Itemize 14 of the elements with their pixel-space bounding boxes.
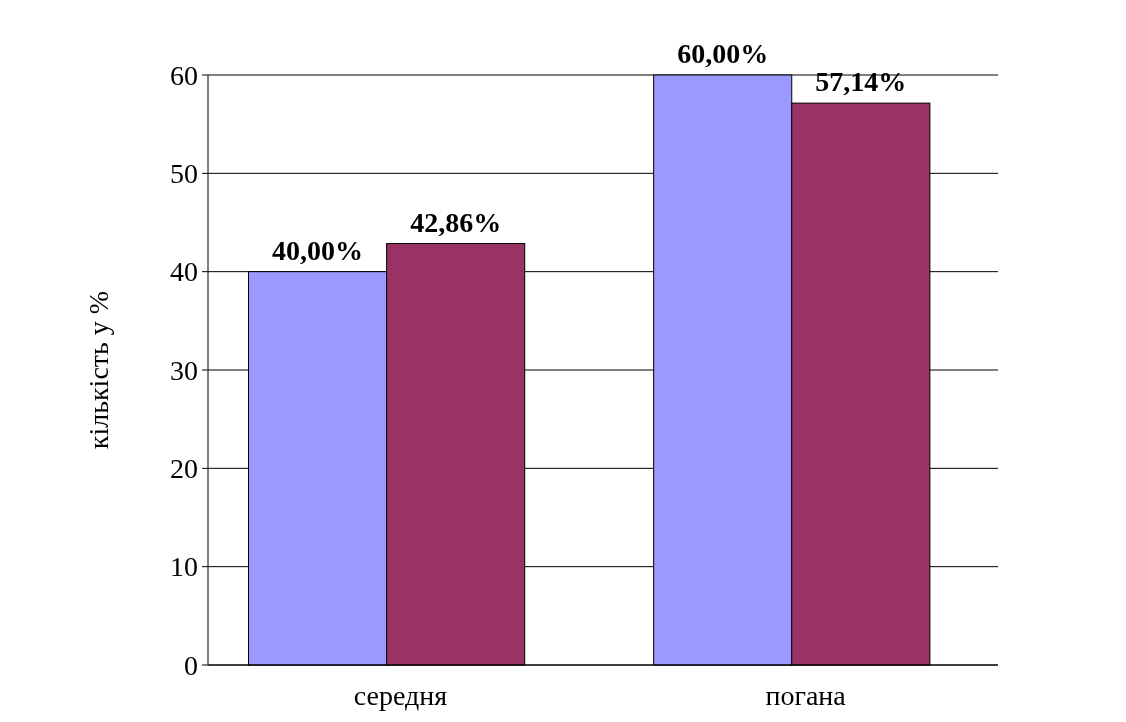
y-tick-label: 40 [170,256,198,288]
y-tick-label: 60 [170,59,198,91]
data-label: 42,86% [410,206,502,238]
y-tick-label: 30 [170,354,198,386]
y-tick-label: 0 [184,649,198,681]
y-tick-label: 10 [170,551,198,583]
x-tick-label: середня [353,680,448,711]
data-label: 40,00% [272,234,364,266]
data-label: 60,00% [677,38,769,69]
y-tick-label: 50 [170,158,198,190]
y-axis-title: кількість у % [83,290,114,450]
data-label: 57,14% [815,66,907,98]
y-tick-label: 20 [170,453,198,485]
x-tick-label: погана [765,680,847,711]
